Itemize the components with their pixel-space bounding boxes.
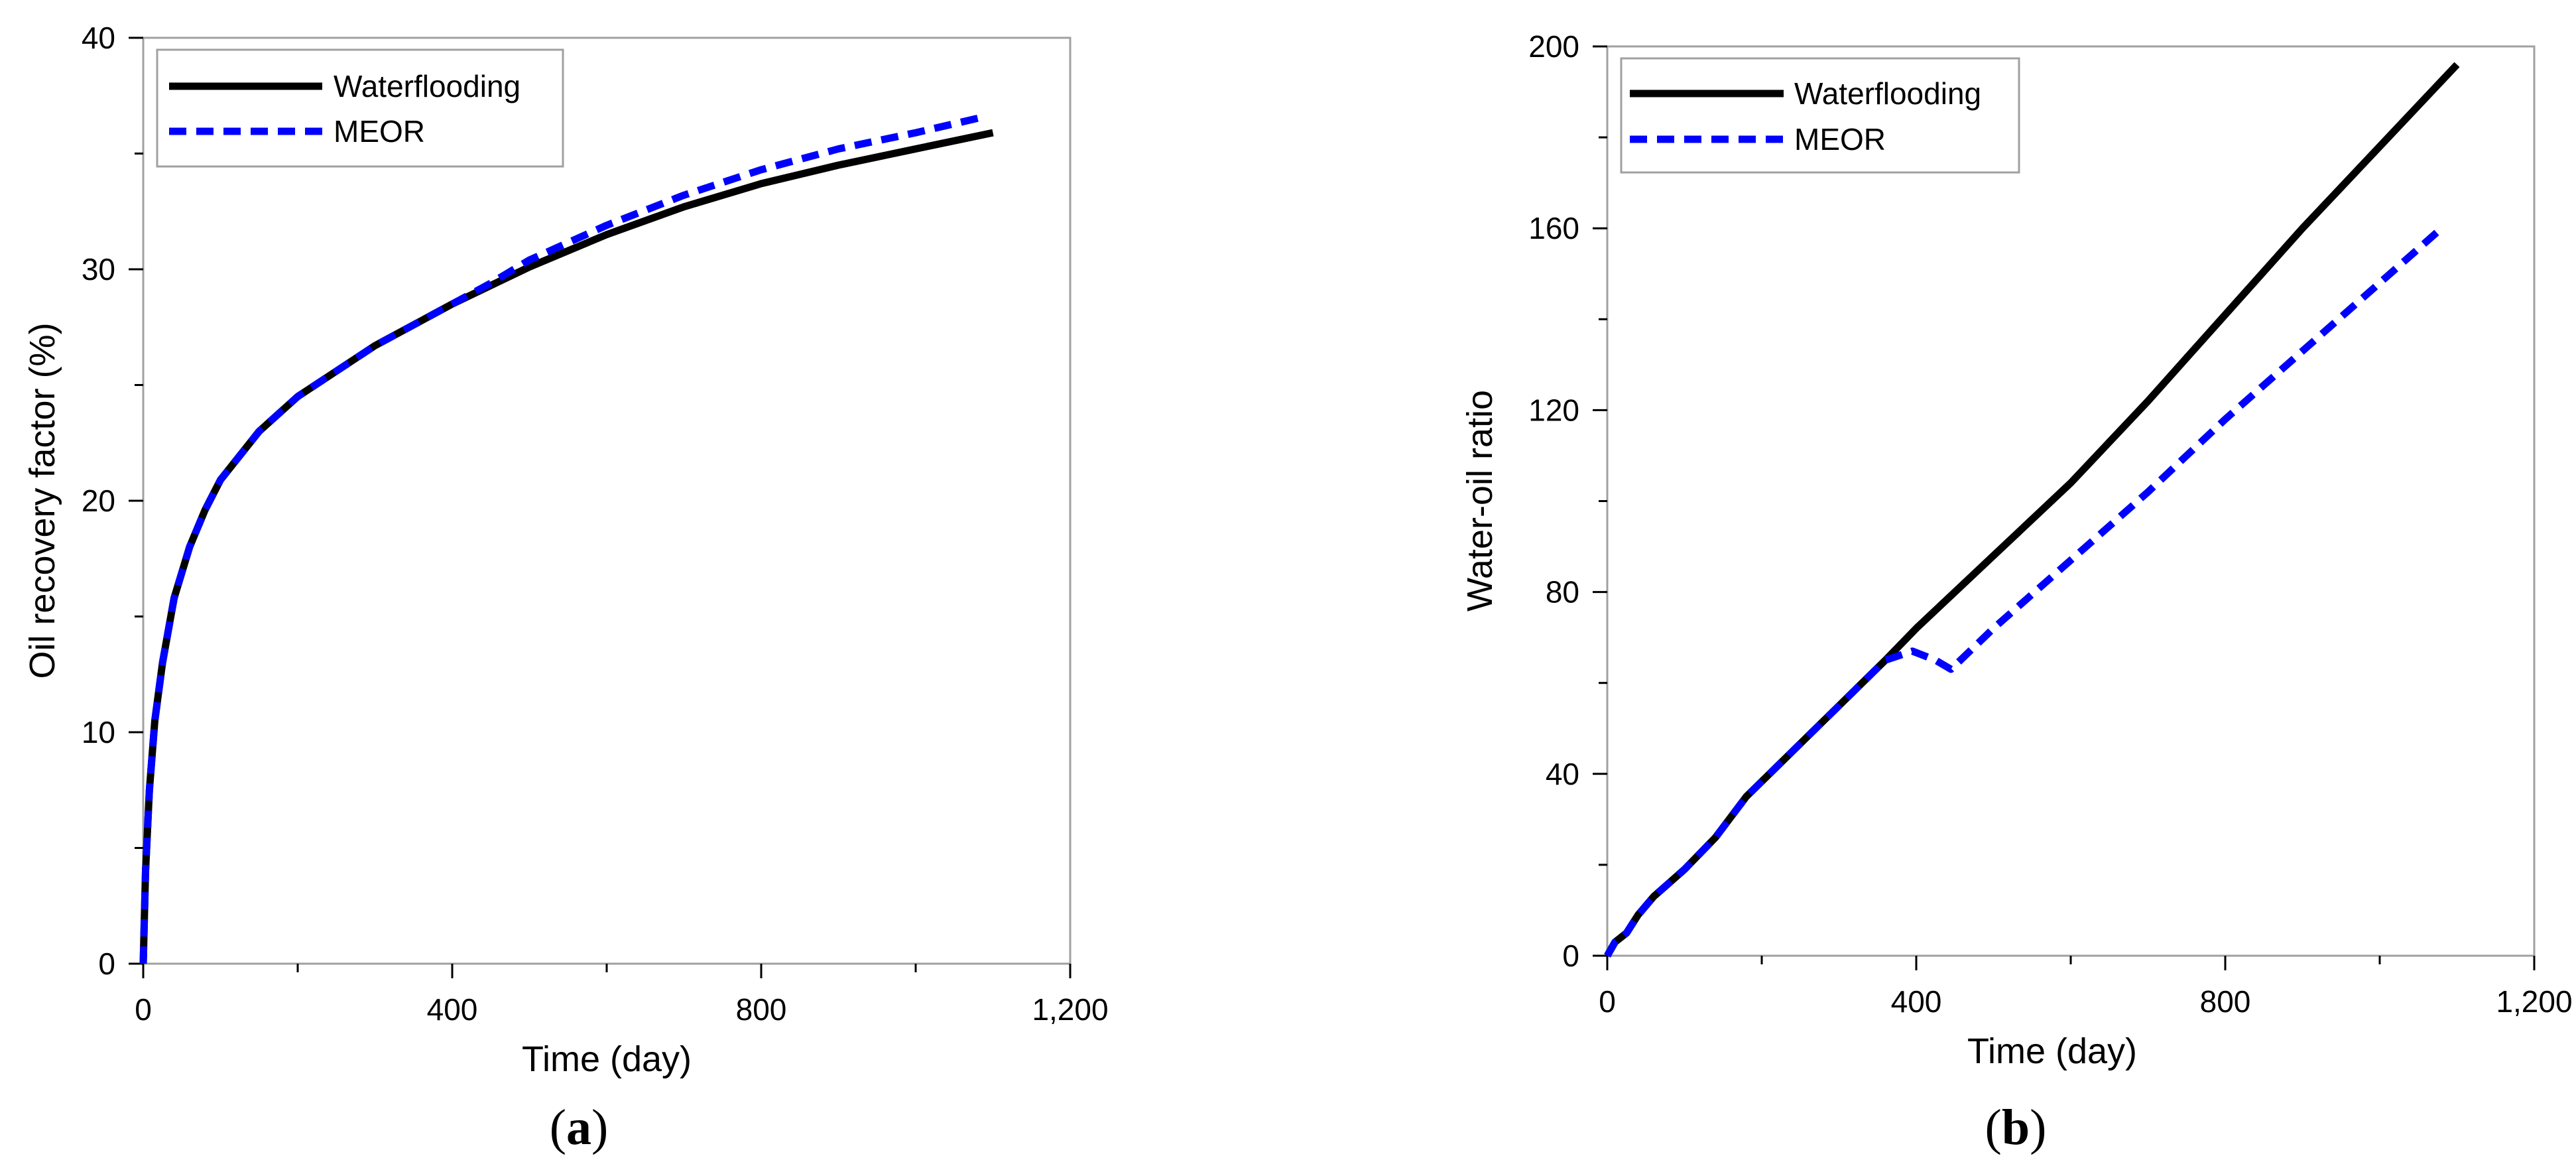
legend-label-waterflooding-a: Waterflooding — [334, 69, 521, 103]
x-tick-labels-a: 0 400 800 1,200 — [135, 992, 1108, 1027]
series-line-waterflooding-a — [139, 129, 994, 964]
axis-ticks-a — [129, 36, 1072, 978]
y-tick-label-a-0: 0 — [98, 946, 115, 981]
x-tick-label-b-0: 0 — [1599, 984, 1616, 1019]
legend-box-a — [156, 48, 564, 168]
legend-box-b — [1620, 57, 2020, 174]
y-axis-label-a: Oil recovery factor (%) — [23, 322, 62, 678]
x-tick-label-b-3: 1,200 — [2496, 984, 2572, 1019]
plot-frame-b — [1606, 45, 2536, 957]
series-line-waterflooding-b — [1604, 62, 2460, 958]
x-tick-label-b-1: 400 — [1891, 984, 1942, 1019]
y-tick-label-b-0: 0 — [1562, 938, 1579, 973]
y-tick-label-b-1: 40 — [1546, 757, 1579, 791]
legend-label-meor-b: MEOR — [1794, 122, 1886, 157]
y-tick-label-a-1: 10 — [82, 715, 115, 749]
x-axis-label-a: Time (day) — [522, 1039, 692, 1079]
chart-panel-b: 0 400 800 1,200 0 40 80 120 160 200 Time (day) W… — [1460, 29, 2573, 1155]
series-group-a — [139, 113, 994, 964]
caption-letter-b: b — [2002, 1100, 2030, 1155]
x-tick-label-a-3: 1,200 — [1032, 992, 1108, 1027]
series-group-b — [1604, 62, 2460, 958]
caption-b: (b) — [1985, 1100, 2047, 1155]
plot-frame-a — [142, 36, 1072, 965]
caption-a: (a) — [550, 1100, 609, 1155]
chart-panel-a: 0 400 800 1,200 0 10 20 30 40 Time (day) Oil re… — [23, 21, 1109, 1155]
y-tick-label-a-4: 40 — [82, 21, 115, 55]
x-tick-label-a-2: 800 — [736, 992, 787, 1027]
legend-label-waterflooding-b: Waterflooding — [1794, 76, 1981, 111]
series-line-meor-a — [139, 113, 987, 964]
x-tick-labels-b: 0 400 800 1,200 — [1599, 984, 2572, 1019]
y-tick-label-b-3: 120 — [1528, 393, 1579, 427]
x-tick-label-a-1: 400 — [427, 992, 478, 1027]
x-axis-label-b: Time (day) — [1967, 1031, 2137, 1071]
y-tick-label-b-5: 200 — [1528, 29, 1579, 64]
y-axis-label-b: Water-oil ratio — [1460, 390, 1500, 612]
y-tick-label-a-2: 20 — [82, 484, 115, 518]
y-tick-labels-b: 0 40 80 120 160 200 — [1528, 29, 1579, 973]
axis-ticks-b — [1593, 45, 2536, 970]
y-tick-label-b-4: 160 — [1528, 211, 1579, 245]
legend-label-meor-a: MEOR — [334, 114, 425, 149]
caption-letter-a: a — [566, 1100, 591, 1155]
legend-a: Waterflooding MEOR — [156, 48, 564, 168]
y-tick-labels-a: 0 10 20 30 40 — [82, 21, 115, 981]
legend-b: Waterflooding MEOR — [1620, 57, 2020, 174]
x-tick-label-b-2: 800 — [2200, 984, 2251, 1019]
y-tick-label-b-2: 80 — [1546, 575, 1579, 610]
series-line-meor-b — [1604, 226, 2444, 958]
y-tick-label-a-3: 30 — [82, 252, 115, 287]
x-tick-label-a-0: 0 — [135, 992, 152, 1027]
